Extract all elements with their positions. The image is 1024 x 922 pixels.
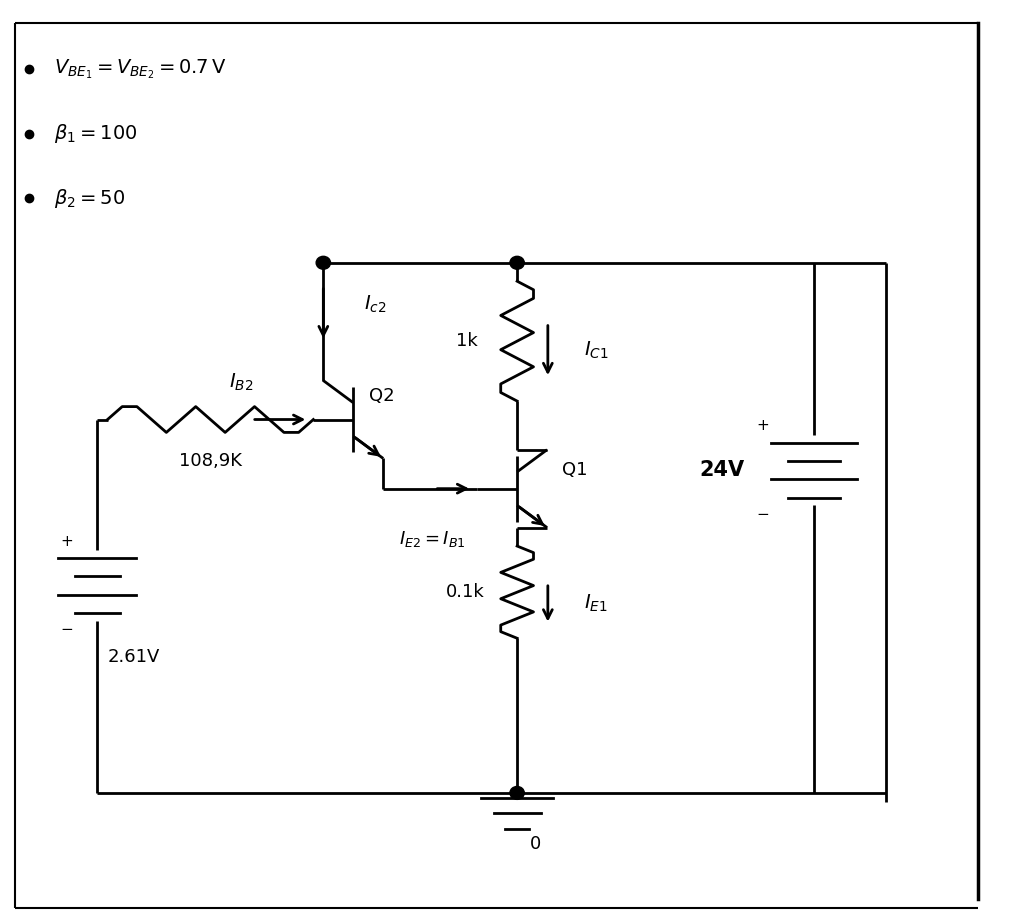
Circle shape (316, 256, 331, 269)
Text: $I_{B2}$: $I_{B2}$ (229, 372, 254, 394)
Text: −: − (757, 507, 769, 522)
Text: 24V: 24V (699, 460, 744, 480)
Text: −: − (60, 622, 73, 637)
Text: Q2: Q2 (369, 387, 394, 406)
Text: $I_{C1}$: $I_{C1}$ (584, 339, 608, 361)
Text: $\beta_2 = 50$: $\beta_2 = 50$ (54, 187, 125, 209)
Text: 1k: 1k (456, 332, 477, 350)
Text: $\beta_1 = 100$: $\beta_1 = 100$ (54, 123, 137, 145)
Text: +: + (60, 534, 73, 549)
Text: 108,9K: 108,9K (179, 452, 242, 470)
Text: $I_{c2}$: $I_{c2}$ (365, 293, 387, 315)
Text: +: + (757, 419, 769, 433)
Text: 0.1k: 0.1k (445, 583, 484, 601)
Text: $I_{E2}=I_{B1}$: $I_{E2}=I_{B1}$ (399, 529, 466, 550)
Text: $I_{E1}$: $I_{E1}$ (584, 593, 607, 614)
Text: 2.61V: 2.61V (108, 648, 160, 667)
Circle shape (510, 256, 524, 269)
Text: 0: 0 (529, 834, 541, 853)
Circle shape (510, 786, 524, 799)
Text: $V_{BE_1} = V_{BE_2} = 0.7\,\mathrm{V}$: $V_{BE_1} = V_{BE_2} = 0.7\,\mathrm{V}$ (54, 57, 226, 81)
Text: Q1: Q1 (562, 461, 588, 479)
